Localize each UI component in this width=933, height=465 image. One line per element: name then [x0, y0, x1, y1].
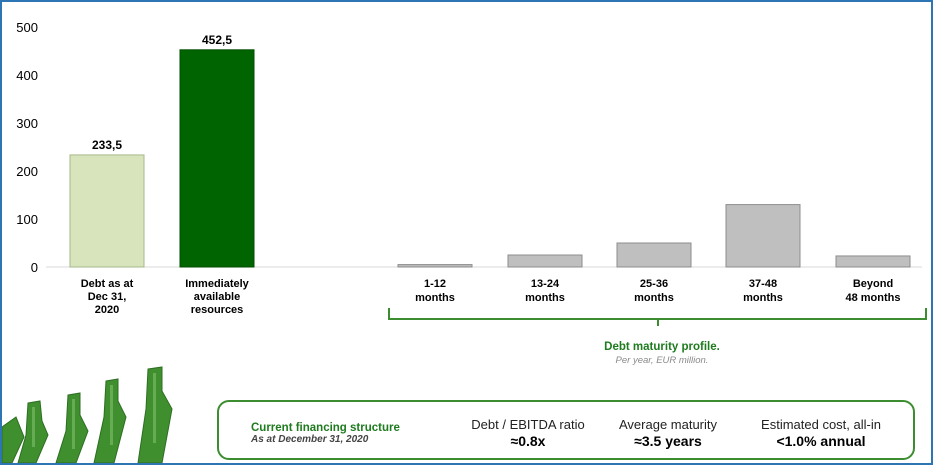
category-label: resources [191, 304, 244, 316]
bar [616, 242, 692, 268]
financing-structure-heading: Current financing structure As at Decemb… [251, 422, 400, 445]
category-label: 2020 [95, 304, 119, 316]
category-label: Dec 31, [88, 291, 127, 303]
category-label: Immediately [185, 278, 249, 290]
category-label: available [194, 291, 240, 303]
metric-value: ≈0.8x [510, 433, 546, 449]
maturity-title: Debt maturity profile. [604, 341, 720, 353]
financing-structure-date: As at December 31, 2020 [251, 434, 369, 445]
bar [397, 264, 473, 268]
y-tick-label: 100 [16, 212, 38, 227]
bar [69, 154, 145, 268]
bar [507, 254, 583, 268]
category-label: Beyond [853, 278, 893, 290]
financing-structure-title: Current financing structure [251, 422, 400, 434]
y-tick-label: 0 [31, 260, 38, 275]
category-label: months [415, 292, 455, 304]
metric-label: Debt / EBITDA ratio [471, 417, 585, 432]
category-label: 48 months [845, 292, 900, 304]
y-tick-label: 200 [16, 164, 38, 179]
bar [179, 49, 255, 268]
category-label: months [634, 292, 674, 304]
bar [725, 204, 801, 268]
maturity-caption: Debt maturity profile. Per year, EUR mil… [562, 341, 762, 366]
bar [835, 255, 911, 268]
maturity-subtitle: Per year, EUR million. [615, 355, 709, 366]
category-label: 37-48 [749, 278, 777, 290]
bottles-illustration [2, 366, 173, 463]
metric-average-maturity: Average maturity ≈3.5 years [593, 417, 743, 449]
maturity-bracket [388, 308, 927, 326]
category-label: 1-12 [424, 278, 446, 290]
data-label: 452,5 [202, 33, 232, 47]
y-tick-label: 500 [16, 20, 38, 35]
metric-value: ≈3.5 years [634, 433, 702, 449]
category-label: 13-24 [531, 278, 560, 290]
y-axis-ticks: 0 100 200 300 400 500 [16, 20, 38, 275]
metric-label: Estimated cost, all-in [761, 417, 881, 432]
category-label: months [525, 292, 565, 304]
metric-debt-ebitda: Debt / EBITDA ratio ≈0.8x [453, 417, 603, 449]
y-tick-label: 400 [16, 68, 38, 83]
metric-value: <1.0% annual [776, 433, 866, 449]
metric-estimated-cost: Estimated cost, all-in <1.0% annual [746, 417, 896, 449]
category-label: months [743, 292, 783, 304]
financing-structure-box: Current financing structure As at Decemb… [217, 400, 915, 460]
category-label: 25-36 [640, 278, 668, 290]
metric-label: Average maturity [618, 417, 718, 432]
y-tick-label: 300 [16, 116, 38, 131]
maturity-bars: 1-12 months 13-24 months 25-36 months 37-48 mon… [397, 204, 911, 304]
category-label: Debt as at [81, 278, 134, 290]
data-label: 233,5 [92, 138, 122, 152]
